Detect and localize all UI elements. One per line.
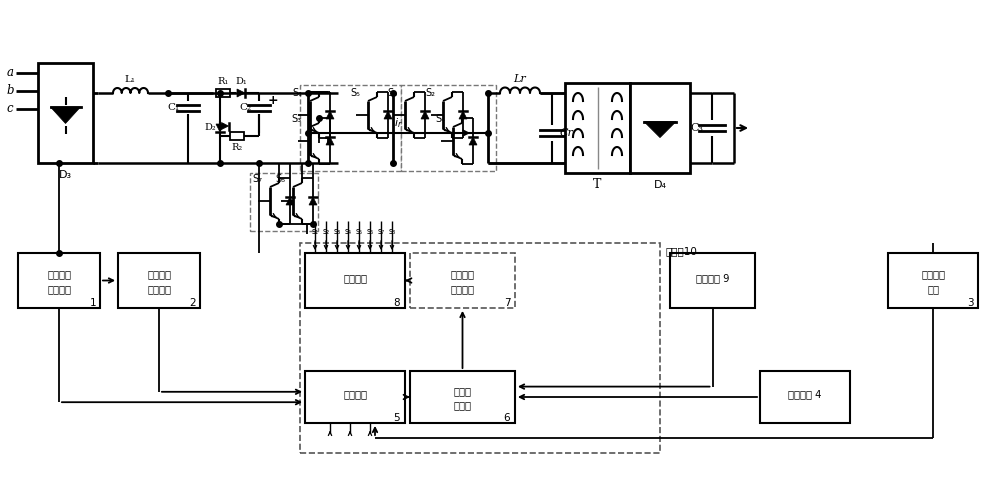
- Text: 成模块: 成模块: [454, 400, 472, 410]
- Text: $i_r$: $i_r$: [394, 116, 402, 130]
- Bar: [300, 85, 401, 171]
- Bar: [18, 253, 100, 308]
- Bar: [410, 371, 515, 423]
- Text: 母线电压: 母线电压: [47, 269, 71, 279]
- Text: T: T: [593, 179, 602, 191]
- Text: C₁: C₁: [167, 103, 179, 113]
- Bar: [401, 85, 496, 171]
- Text: s₃: s₃: [333, 227, 341, 236]
- Text: S₆: S₆: [387, 88, 397, 98]
- Text: Lr: Lr: [514, 74, 526, 84]
- Bar: [250, 173, 318, 231]
- Polygon shape: [216, 124, 224, 132]
- Text: 7: 7: [504, 298, 510, 308]
- Text: 开关状态: 开关状态: [450, 269, 475, 279]
- Bar: [230, 132, 244, 140]
- Text: 采集: 采集: [927, 284, 939, 294]
- Text: +: +: [268, 95, 278, 108]
- Polygon shape: [421, 111, 429, 119]
- Text: 1: 1: [90, 298, 96, 308]
- Bar: [38, 63, 93, 163]
- Text: D₂: D₂: [204, 124, 216, 132]
- Polygon shape: [222, 123, 228, 129]
- Text: 人机界面 4: 人机界面 4: [788, 389, 822, 399]
- Text: S₈: S₈: [275, 174, 285, 184]
- Polygon shape: [644, 122, 676, 138]
- Text: 时序生: 时序生: [454, 386, 472, 396]
- Text: 负载电压: 负载电压: [921, 269, 945, 279]
- Text: S₁: S₁: [292, 88, 302, 98]
- Text: s₄: s₄: [344, 227, 352, 236]
- Text: s₈: s₈: [388, 227, 396, 236]
- Polygon shape: [384, 111, 392, 119]
- Polygon shape: [309, 197, 317, 205]
- Text: 开关驱动: 开关驱动: [343, 273, 367, 283]
- Text: R₁: R₁: [217, 77, 229, 86]
- Text: 6: 6: [504, 413, 510, 423]
- Text: S₇: S₇: [252, 174, 262, 184]
- Polygon shape: [237, 89, 245, 97]
- Bar: [118, 253, 200, 308]
- Polygon shape: [469, 137, 477, 145]
- Text: 5: 5: [394, 413, 400, 423]
- Text: D₃: D₃: [59, 170, 72, 180]
- Text: s₆: s₆: [366, 227, 374, 236]
- Bar: [305, 253, 405, 308]
- Text: s₅: s₅: [355, 227, 363, 236]
- Text: 控制单元: 控制单元: [450, 284, 475, 294]
- Polygon shape: [459, 111, 467, 119]
- Text: S₄: S₄: [435, 114, 445, 124]
- Text: D₁: D₁: [235, 77, 247, 86]
- Text: 计算模块: 计算模块: [343, 389, 367, 399]
- Text: L₁: L₁: [124, 74, 136, 84]
- Bar: [410, 253, 515, 308]
- Text: 2: 2: [190, 298, 196, 308]
- Text: S₅: S₅: [350, 88, 360, 98]
- Bar: [216, 89, 230, 97]
- Bar: [670, 253, 755, 308]
- Text: D₄: D₄: [654, 180, 666, 190]
- Text: 充电信号 9: 充电信号 9: [696, 273, 729, 283]
- Text: Cr: Cr: [559, 128, 573, 138]
- Text: S₃: S₃: [292, 114, 302, 124]
- Text: 控制器10: 控制器10: [665, 246, 697, 256]
- Bar: [760, 371, 850, 423]
- Text: 8: 8: [394, 298, 400, 308]
- Bar: [305, 371, 405, 423]
- Text: s₂: s₂: [322, 227, 330, 236]
- Text: a: a: [7, 67, 14, 80]
- Bar: [888, 253, 978, 308]
- Text: 3: 3: [967, 298, 973, 308]
- Text: S₂: S₂: [425, 88, 435, 98]
- Text: 储能环节: 储能环节: [147, 269, 171, 279]
- Polygon shape: [326, 137, 334, 145]
- Text: C₂: C₂: [239, 103, 251, 113]
- Text: b: b: [6, 85, 14, 98]
- Bar: [565, 83, 630, 173]
- Bar: [300, 243, 660, 453]
- Text: s₁: s₁: [312, 227, 318, 236]
- Text: 电压采集: 电压采集: [147, 284, 171, 294]
- Text: C₃: C₃: [690, 123, 704, 133]
- Polygon shape: [286, 197, 294, 205]
- Polygon shape: [326, 111, 334, 119]
- Text: 采集电路: 采集电路: [47, 284, 71, 294]
- Polygon shape: [50, 107, 80, 124]
- Bar: [630, 83, 690, 173]
- Text: c: c: [7, 102, 13, 115]
- Text: s₇: s₇: [378, 227, 384, 236]
- Text: R₂: R₂: [231, 142, 243, 152]
